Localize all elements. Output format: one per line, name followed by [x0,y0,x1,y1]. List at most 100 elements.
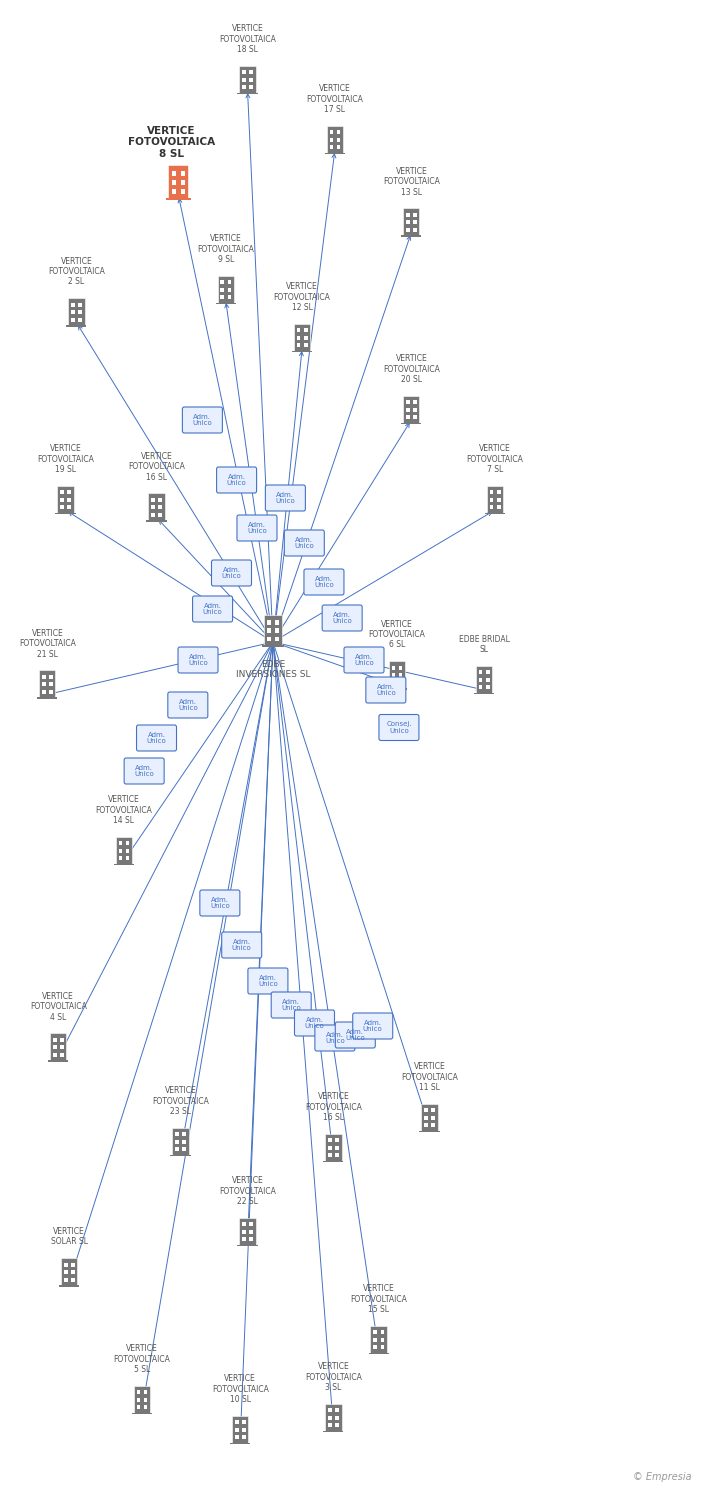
Bar [490,490,494,495]
Bar [381,1338,384,1342]
FancyBboxPatch shape [200,890,240,916]
Text: VERTICE
FOTOVOLTAICA
15 SL: VERTICE FOTOVOLTAICA 15 SL [350,1284,407,1314]
Bar [406,408,410,413]
Bar [250,1238,253,1242]
Bar [183,1132,186,1137]
Bar [250,86,253,90]
Bar [149,494,165,520]
Bar [373,1346,377,1350]
Bar [419,1131,440,1132]
Bar [392,674,395,678]
Bar [60,1038,64,1042]
Bar [119,842,122,846]
Bar [401,236,422,237]
Bar [159,506,162,510]
Bar [486,686,490,690]
FancyBboxPatch shape [379,714,419,741]
Text: VERTICE
FOTOVOLTAICA
6 SL: VERTICE FOTOVOLTAICA 6 SL [368,620,425,650]
Text: Adm.
Unico: Adm. Unico [354,654,374,666]
Bar [275,628,279,633]
Bar [479,686,483,690]
Bar [406,213,410,217]
FancyBboxPatch shape [168,692,207,718]
Bar [114,864,134,865]
Bar [474,693,494,694]
Bar [432,1124,435,1128]
Text: Adm.
Unico: Adm. Unico [345,1029,365,1041]
Bar [159,498,162,502]
Bar [66,326,87,327]
Bar [42,690,46,694]
Bar [64,1263,68,1268]
Bar [328,1138,332,1143]
Text: VERTICE
FOTOVOLTAICA
23 SL: VERTICE FOTOVOLTAICA 23 SL [152,1086,209,1116]
Text: Adm.
Unico: Adm. Unico [221,567,242,579]
Text: Adm.
Unico: Adm. Unico [363,1020,383,1032]
Text: VERTICE
FOTOVOLTAICA
16 SL: VERTICE FOTOVOLTAICA 16 SL [305,1092,362,1122]
FancyBboxPatch shape [304,568,344,596]
Text: Adm.
Unico: Adm. Unico [134,765,154,777]
Text: Adm.
Unico: Adm. Unico [258,975,278,987]
Bar [228,288,232,292]
Text: Adm.
Unico: Adm. Unico [325,1032,345,1044]
Bar [381,1330,384,1335]
Bar [432,1108,435,1113]
Bar [371,1326,387,1353]
Bar [59,1286,79,1287]
Bar [304,344,308,348]
Bar [328,1424,332,1428]
Text: Adm.
Unico: Adm. Unico [192,414,213,426]
Bar [60,1046,64,1050]
Text: VERTICE
FOTOVOLTAICA
11 SL: VERTICE FOTOVOLTAICA 11 SL [401,1062,458,1092]
Bar [221,296,224,300]
Bar [126,856,130,861]
Text: Adm.
Unico: Adm. Unico [314,576,334,588]
Bar [479,670,483,675]
Bar [267,620,272,624]
Bar [403,396,419,423]
Text: VERTICE
FOTOVOLTAICA
12 SL: VERTICE FOTOVOLTAICA 12 SL [274,282,331,312]
Bar [175,1148,179,1152]
Bar [168,165,189,198]
Bar [146,520,167,522]
Bar [422,1104,438,1131]
Bar [183,1148,186,1152]
Text: Adm.
Unico: Adm. Unico [146,732,167,744]
Bar [387,688,407,690]
Bar [172,189,176,195]
Bar [61,1258,77,1286]
Text: VERTICE
FOTOVOLTAICA
21 SL: VERTICE FOTOVOLTAICA 21 SL [19,628,76,658]
Bar [414,408,417,413]
Bar [172,180,176,184]
Bar [50,675,53,680]
Bar [337,146,341,150]
FancyBboxPatch shape [217,466,256,494]
Bar [144,1398,148,1402]
Text: VERTICE
FOTOVOLTAICA
13 SL: VERTICE FOTOVOLTAICA 13 SL [383,166,440,196]
Text: Adm.
Unico: Adm. Unico [232,939,252,951]
Bar [134,1386,150,1413]
FancyBboxPatch shape [237,514,277,541]
Text: Adm.
Unico: Adm. Unico [332,612,352,624]
Bar [242,86,246,90]
Bar [60,498,64,502]
Bar [373,1330,377,1335]
Bar [235,1436,239,1440]
Bar [68,498,71,502]
Bar [235,1420,239,1425]
Bar [132,1413,152,1414]
Bar [336,1146,339,1150]
Text: VERTICE
FOTOVOLTAICA
5 SL: VERTICE FOTOVOLTAICA 5 SL [114,1344,170,1374]
Text: Adm.
Unico: Adm. Unico [281,999,301,1011]
Text: VERTICE
SOLAR SL: VERTICE SOLAR SL [51,1227,87,1246]
Bar [71,310,75,315]
Bar [325,153,345,154]
Bar [221,288,224,292]
Text: VERTICE
FOTOVOLTAICA
14 SL: VERTICE FOTOVOLTAICA 14 SL [95,795,152,825]
Bar [304,328,308,333]
Bar [71,1263,75,1268]
Bar [68,490,71,495]
Bar [137,1398,141,1402]
Bar [240,1218,256,1245]
FancyBboxPatch shape [212,560,251,586]
